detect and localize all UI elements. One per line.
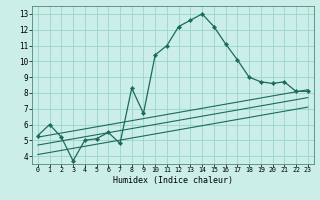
X-axis label: Humidex (Indice chaleur): Humidex (Indice chaleur)	[113, 176, 233, 185]
